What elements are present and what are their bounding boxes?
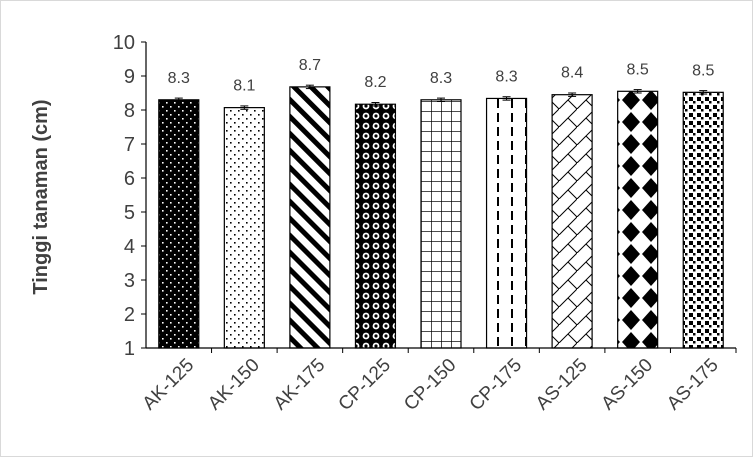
x-axis: AK-125 AK-150 AK-175 CP-125 CP-150 CP-175 AS-1…: [139, 348, 737, 415]
x-tick-label: AS-175: [663, 355, 723, 415]
x-tick-label: CP-175: [466, 355, 526, 415]
data-label: 8.5: [692, 62, 714, 79]
y-tick-label: 4: [124, 236, 135, 258]
x-tick-label: CP-125: [335, 355, 395, 415]
x-tick-label: AK-125: [139, 355, 199, 415]
bar-ak-175: [289, 86, 331, 349]
bar-ak-150: [223, 107, 265, 349]
bar-as-125: [551, 94, 593, 349]
bar-cp-175: [485, 97, 528, 349]
data-label: 8.3: [168, 70, 190, 87]
x-tick-label: AK-150: [204, 355, 264, 415]
data-label: 8.4: [561, 65, 583, 82]
x-tick-label: AS-150: [598, 355, 658, 415]
x-tick-label: AK-175: [270, 355, 330, 415]
y-tick-label: 10: [113, 32, 135, 54]
x-tick-label: AS-125: [532, 355, 592, 415]
data-label: 8.7: [299, 57, 321, 74]
data-label: 8.1: [233, 78, 255, 95]
y-axis-title: Tinggi tanaman (cm): [30, 99, 52, 294]
data-label: 8.3: [495, 68, 517, 85]
data-label: 8.2: [364, 74, 386, 91]
y-axis: 1 2 3 4 5 6 7 8 9 10: [113, 32, 146, 360]
x-tick-label: CP-150: [400, 355, 460, 415]
bar-ak-125: [158, 99, 200, 349]
y-tick-label: 5: [124, 202, 135, 224]
y-tick-label: 2: [124, 304, 135, 326]
data-label: 8.5: [627, 61, 649, 78]
bar-as-175: [682, 91, 724, 349]
bar-cp-125: [354, 103, 397, 349]
y-tick-label: 1: [124, 338, 135, 360]
bars-group: 8.3 8.1 8.7 8.2 8.3 8.3 8.4 8.5 8.5: [158, 57, 724, 349]
bar-as-150: [617, 90, 659, 349]
bar-cp-150: [420, 99, 462, 349]
y-tick-label: 9: [124, 66, 135, 88]
y-tick-label: 8: [124, 100, 135, 122]
y-tick-label: 7: [124, 134, 135, 156]
data-label: 8.3: [430, 70, 452, 87]
y-tick-label: 6: [124, 168, 135, 190]
y-tick-label: 3: [124, 270, 135, 292]
